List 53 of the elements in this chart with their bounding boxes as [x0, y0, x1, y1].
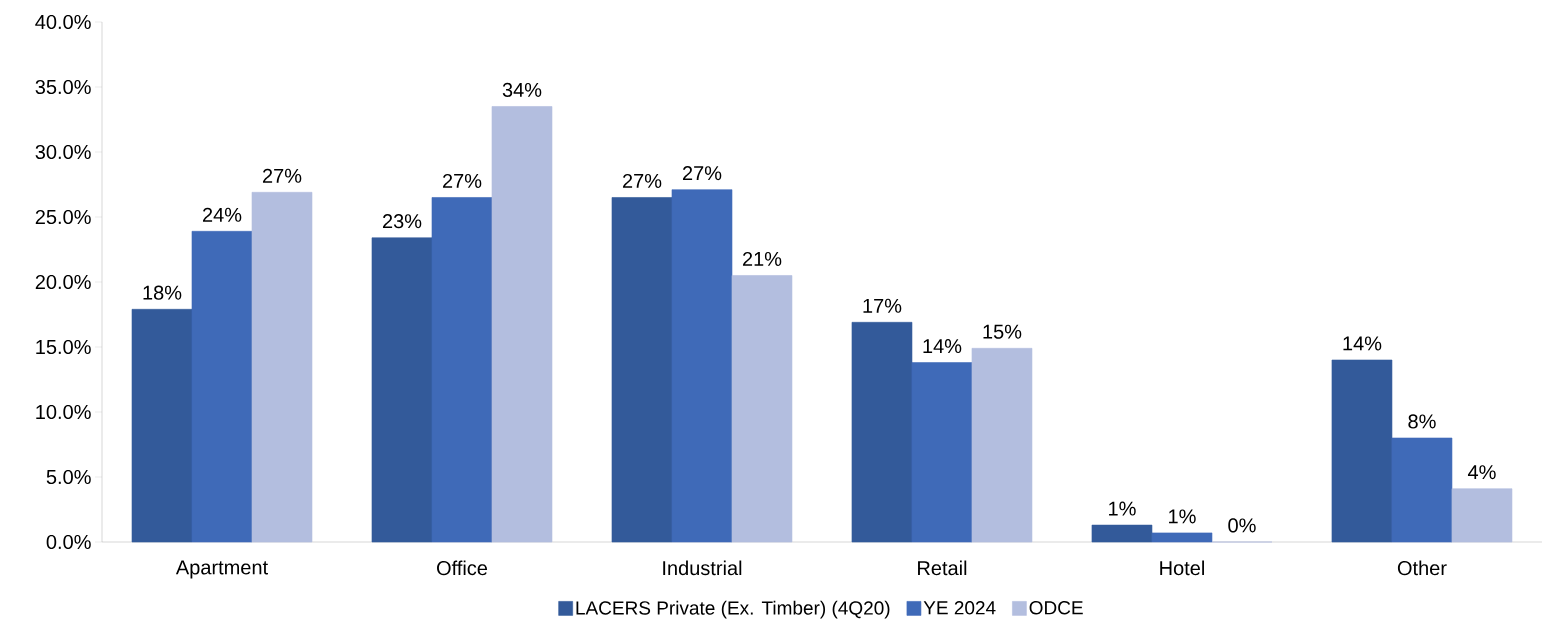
x-tick-label: Retail [918, 560, 967, 576]
bar [1331, 359, 1393, 543]
y-tick-label: 40.0% [35, 14, 91, 30]
data-label: 17% [863, 298, 902, 313]
bar [1091, 524, 1153, 543]
legend-label: YE 2024 [923, 601, 996, 615]
data-label: 21% [742, 251, 782, 266]
bar [731, 275, 793, 543]
bar [971, 348, 1033, 543]
data-label: 27% [262, 168, 302, 183]
bar [1451, 488, 1513, 543]
bar [431, 197, 493, 543]
data-label: 14% [1343, 336, 1382, 351]
data-label: 8% [1408, 414, 1436, 429]
bar [131, 309, 193, 543]
data-label: 14% [923, 339, 962, 354]
data-label: 1% [1169, 509, 1196, 524]
bar [371, 237, 433, 543]
x-tick-label: Office [437, 560, 488, 576]
x-tick-label: Other [1397, 560, 1447, 576]
bar [671, 189, 733, 543]
x-tick-label: Industrial [663, 560, 742, 576]
data-label: 24% [202, 207, 242, 222]
y-tick-label: 35.0% [35, 79, 91, 95]
data-label: 4% [1467, 465, 1496, 480]
legend-label: LACERS Private (Ex. Timber) (4Q20) [576, 600, 890, 619]
data-label: 27% [442, 173, 482, 188]
legend-label: ODCE [1029, 601, 1083, 615]
y-tick-label: 5.0% [46, 469, 91, 485]
data-label: 15% [983, 324, 1022, 339]
y-tick-label: 0.0% [46, 534, 91, 550]
y-tick-label: 25.0% [35, 209, 91, 225]
data-label: 18% [143, 285, 182, 300]
x-tick-label: Hotel [1160, 560, 1204, 576]
bar [251, 192, 313, 543]
y-tick-label: 10.0% [36, 404, 91, 420]
y-tick-label: 30.0% [35, 144, 91, 160]
data-label: 1% [1109, 501, 1136, 516]
bar [611, 197, 673, 543]
data-label: 34% [502, 82, 542, 97]
bar [191, 231, 253, 543]
bar [911, 362, 973, 543]
bar [851, 322, 913, 543]
data-label: 23% [382, 214, 422, 229]
bar [1151, 532, 1213, 543]
y-tick-label: 15.0% [36, 339, 91, 355]
bar [1391, 437, 1453, 543]
y-tick-label: 20.0% [35, 274, 91, 290]
x-tick-label: Apartment [175, 560, 268, 579]
data-label: 27% [622, 173, 662, 188]
data-label: 27% [682, 166, 722, 181]
bar [491, 106, 553, 543]
data-label: 0% [1228, 518, 1256, 533]
